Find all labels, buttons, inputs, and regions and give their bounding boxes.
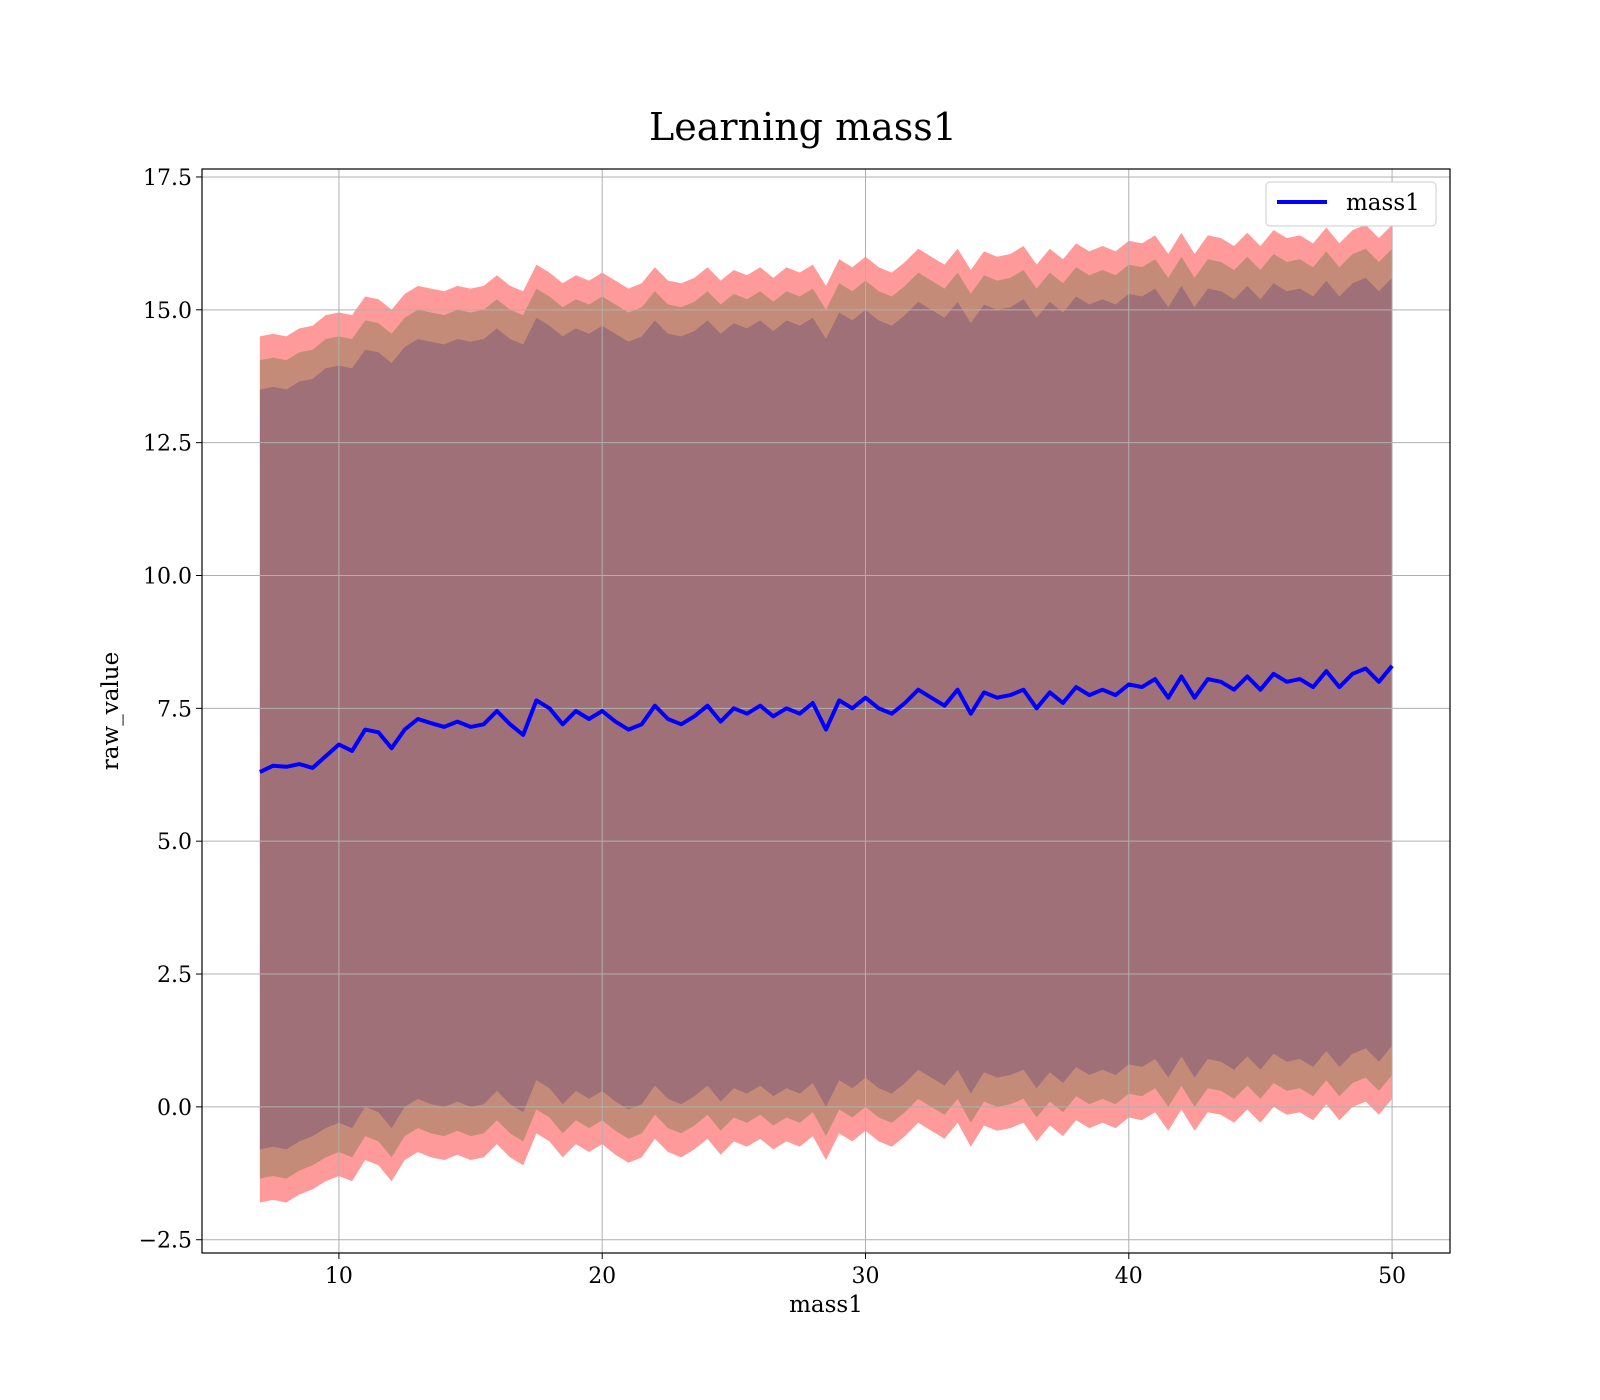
y-axis-label: raw_value <box>98 652 124 770</box>
y-tick-label-0: −2.5 <box>139 1229 192 1254</box>
confidence-bands <box>259 224 1393 1203</box>
y-tick-label-7: 15.0 <box>143 299 192 324</box>
y-tick-label-3: 5.0 <box>157 830 192 855</box>
x-tick-label-2: 30 <box>851 1264 879 1289</box>
y-tick-label-2: 2.5 <box>157 963 192 988</box>
y-tick-label-4: 7.5 <box>157 697 192 722</box>
legend: mass1 <box>1265 181 1437 227</box>
legend-label-mass1: mass1 <box>1346 190 1420 216</box>
x-tick-label-1: 20 <box>588 1264 616 1289</box>
x-axis-label: mass1 <box>789 1292 863 1318</box>
y-tick-label-1: 0.0 <box>157 1096 192 1121</box>
y-axis-ticks: −2.5 0.0 2.5 5.0 7.5 10.0 12.5 15.0 17.5 <box>139 166 202 1254</box>
x-tick-label-4: 50 <box>1378 1264 1406 1289</box>
y-tick-label-8: 17.5 <box>143 166 192 191</box>
chart-title: Learning mass1 <box>649 105 957 149</box>
x-axis-ticks: 10 20 30 40 50 <box>325 1253 1406 1289</box>
plot-frame <box>201 168 1451 1254</box>
grid <box>202 169 1450 1253</box>
series-line-mass1 <box>259 664 1394 774</box>
y-tick-label-6: 12.5 <box>143 432 192 457</box>
x-tick-label-3: 40 <box>1115 1264 1143 1289</box>
y-tick-label-5: 10.0 <box>143 565 192 590</box>
series-lines <box>259 664 1394 774</box>
band-inner <box>259 277 1393 1150</box>
x-tick-label-0: 10 <box>325 1264 353 1289</box>
legend-box <box>1265 181 1437 227</box>
